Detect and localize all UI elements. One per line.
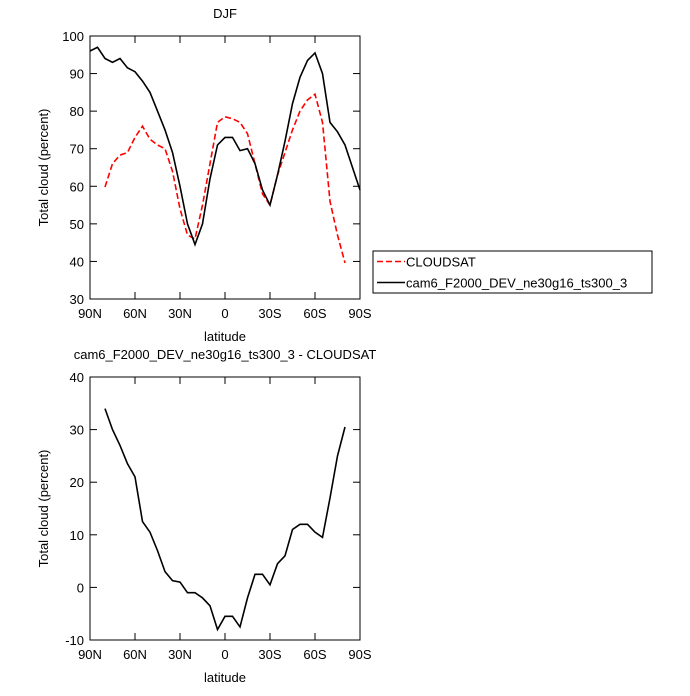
legend-label: CLOUDSAT — [406, 255, 476, 270]
x-tick-label: 90N — [78, 647, 102, 662]
x-tick-label: 30N — [168, 306, 192, 321]
x-tick-label: 60S — [303, 306, 326, 321]
x-tick-label: 0 — [221, 647, 228, 662]
legend-box — [372, 250, 653, 294]
y-axis-label: Total cloud (percent) — [36, 109, 51, 227]
y-tick-label: 20 — [70, 475, 84, 490]
x-tick-label: 0 — [221, 306, 228, 321]
chart-title: cam6_F2000_DEV_ne30g16_ts300_3 - CLOUDSA… — [74, 347, 377, 362]
plot-frame — [89, 376, 361, 641]
x-axis-label: latitude — [204, 329, 246, 344]
plot-frame — [89, 35, 361, 300]
y-tick-label: 60 — [70, 179, 84, 194]
y-tick-label: 100 — [62, 29, 84, 44]
y-tick-label: 50 — [70, 217, 84, 232]
x-tick-label: 30S — [258, 306, 281, 321]
x-tick-label: 30S — [258, 647, 281, 662]
x-tick-label: 60S — [303, 647, 326, 662]
y-tick-label: 90 — [70, 67, 84, 82]
y-tick-label: 40 — [70, 370, 84, 385]
chart-title: DJF — [213, 6, 237, 21]
y-tick-label: 10 — [70, 528, 84, 543]
y-tick-label: 80 — [70, 104, 84, 119]
x-tick-label: 60N — [123, 647, 147, 662]
x-axis-label: latitude — [204, 670, 246, 685]
legend-label: cam6_F2000_DEV_ne30g16_ts300_3 — [406, 276, 627, 291]
series-line — [104, 408, 346, 632]
y-tick-label: 30 — [70, 423, 84, 438]
y-tick-label: 70 — [70, 142, 84, 157]
y-tick-label: -10 — [65, 633, 84, 648]
series-line — [104, 92, 346, 264]
y-tick-label: 40 — [70, 254, 84, 269]
y-tick-label: 30 — [70, 292, 84, 307]
x-tick-label: 90S — [348, 647, 371, 662]
y-axis-label: Total cloud (percent) — [36, 450, 51, 568]
series-line — [89, 46, 361, 247]
x-tick-label: 30N — [168, 647, 192, 662]
x-tick-label: 60N — [123, 306, 147, 321]
y-tick-label: 0 — [77, 580, 84, 595]
x-tick-label: 90S — [348, 306, 371, 321]
x-tick-label: 90N — [78, 306, 102, 321]
